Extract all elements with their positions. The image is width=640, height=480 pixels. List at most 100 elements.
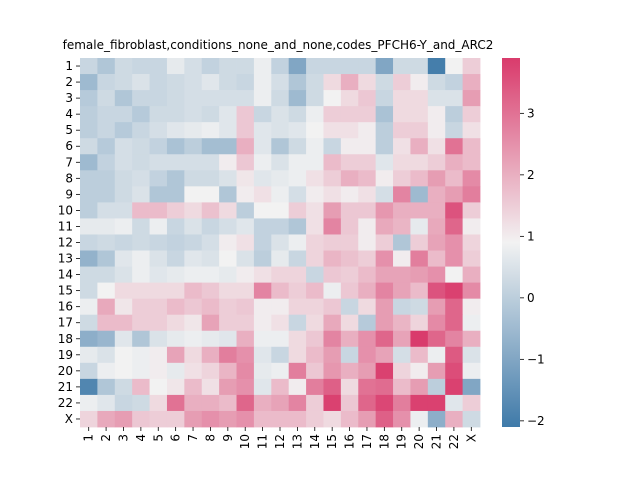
heatmap-cell	[445, 298, 464, 316]
heatmap-cell	[427, 106, 446, 123]
x-tick-label: 7	[186, 434, 200, 442]
heatmap-cell	[236, 314, 255, 332]
heatmap-cell	[393, 362, 411, 380]
heatmap-cell	[358, 394, 377, 412]
heatmap-cell	[358, 330, 377, 348]
heatmap-cell	[236, 346, 255, 364]
heatmap-cell	[114, 410, 133, 428]
heatmap-cell	[427, 266, 446, 284]
heatmap-cell	[462, 298, 481, 316]
heatmap-cell	[253, 154, 272, 171]
heatmap-cell	[166, 266, 185, 284]
heatmap-cell	[201, 298, 220, 316]
heatmap-cell	[445, 218, 464, 235]
heatmap-cell	[201, 154, 220, 171]
heatmap-cell	[97, 266, 116, 284]
heatmap-cell	[166, 394, 185, 412]
heatmap-cell	[462, 58, 481, 75]
heatmap-cell	[323, 170, 342, 187]
heatmap-cell	[358, 378, 377, 396]
heatmap-cell	[201, 202, 220, 219]
heatmap-cell	[306, 282, 324, 300]
heatmap-cell	[219, 314, 237, 332]
heatmap-cell	[375, 106, 394, 123]
heatmap-cell	[201, 250, 220, 267]
heatmap-cell	[393, 234, 411, 251]
heatmap-cell	[427, 298, 446, 316]
heatmap-cell	[462, 266, 481, 284]
y-tick-label: 17	[58, 316, 73, 330]
heatmap-cell	[149, 218, 168, 235]
heatmap-cell	[132, 106, 150, 123]
heatmap-cell	[393, 378, 411, 396]
y-tick-label: 18	[58, 332, 73, 346]
heatmap-cell	[132, 234, 150, 251]
heatmap-cell	[184, 138, 203, 155]
heatmap-cell	[340, 282, 359, 300]
heatmap-cell	[253, 138, 272, 155]
heatmap-cell	[288, 410, 307, 428]
heatmap-cell	[97, 330, 116, 348]
x-tick-label: 2	[99, 434, 113, 442]
heatmap-cell	[201, 346, 220, 364]
heatmap-cell	[219, 186, 237, 203]
heatmap-cell	[132, 58, 150, 75]
heatmap-cell	[340, 202, 359, 219]
heatmap-cell	[201, 378, 220, 396]
heatmap-cell	[236, 74, 255, 91]
heatmap-cell	[80, 298, 98, 316]
heatmap-cell	[462, 234, 481, 251]
heatmap-cell	[80, 362, 98, 380]
x-tick-label: 9	[221, 434, 235, 442]
heatmap-cell	[132, 202, 150, 219]
colorbar-tick-label: 3	[527, 106, 535, 120]
heatmap-cell	[219, 218, 237, 235]
heatmap-cell	[97, 378, 116, 396]
heatmap-cell	[114, 122, 133, 139]
heatmap-cell	[149, 234, 168, 251]
heatmap-cell	[410, 378, 429, 396]
heatmap-cell	[166, 122, 185, 139]
heatmap-cell	[410, 154, 429, 171]
heatmap-cell	[393, 250, 411, 267]
heatmap-cell	[201, 106, 220, 123]
heatmap-cell	[375, 122, 394, 139]
y-tick-label: 4	[65, 107, 73, 121]
heatmap-cell	[80, 314, 98, 332]
heatmap-cell	[410, 234, 429, 251]
heatmap-cell	[375, 218, 394, 235]
heatmap-cell	[288, 330, 307, 348]
heatmap-cell	[201, 122, 220, 139]
heatmap-cell	[97, 314, 116, 332]
heatmap-cell	[80, 346, 98, 364]
y-tick-label: 19	[58, 348, 73, 362]
heatmap-cell	[306, 410, 324, 428]
heatmap-cell	[323, 90, 342, 107]
heatmap-cell	[410, 410, 429, 428]
heatmap-cell	[288, 362, 307, 380]
heatmap-cell	[445, 362, 464, 380]
heatmap-cell	[410, 106, 429, 123]
y-tick-label: 21	[58, 380, 73, 394]
colorbar: −2 −1 0 1 2 3	[502, 58, 545, 428]
y-tick-label: 2	[65, 75, 73, 89]
x-tick-label: 22	[447, 434, 461, 449]
heatmap-cell	[166, 298, 185, 316]
heatmap-cell	[358, 90, 377, 107]
heatmap-cell	[219, 234, 237, 251]
heatmap-cell	[97, 90, 116, 107]
heatmap-cell	[132, 186, 150, 203]
heatmap-cell	[323, 218, 342, 235]
y-tick-label: 15	[58, 284, 73, 298]
heatmap-cell	[253, 186, 272, 203]
heatmap-cell	[393, 186, 411, 203]
heatmap-cell	[375, 170, 394, 187]
heatmap-cell	[462, 170, 481, 187]
heatmap-cell	[410, 186, 429, 203]
heatmap-cell	[271, 346, 290, 364]
heatmap-cell	[358, 282, 377, 300]
heatmap-cell	[97, 58, 116, 75]
heatmap-cell	[219, 362, 237, 380]
heatmap-cell	[253, 410, 272, 428]
